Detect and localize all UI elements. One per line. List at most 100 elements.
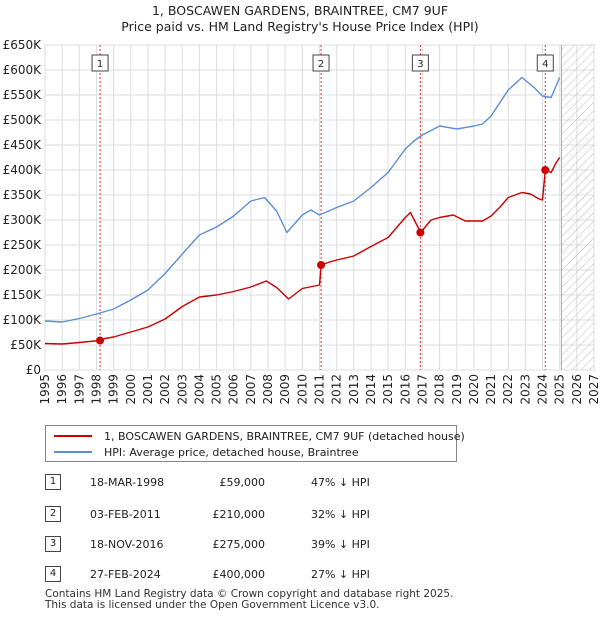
x-tick-label: 2026 — [570, 374, 584, 405]
x-tick-label: 2018 — [433, 374, 447, 405]
y-tick-label: £50K — [10, 338, 42, 352]
sale-hpi-diff: 27% ↓ HPI — [311, 568, 370, 581]
sale-date: 18-NOV-2016 — [90, 538, 164, 551]
sale-annotation: 1 — [91, 54, 109, 72]
x-tick-label: 2022 — [501, 374, 515, 405]
y-tick-label: £500K — [3, 113, 43, 127]
sale-annotation-label: 1 — [97, 59, 103, 70]
sale-number-badge: 2 — [45, 506, 61, 522]
sale-annotation: 3 — [411, 54, 429, 72]
chart-title-block: 1, BOSCAWEN GARDENS, BRAINTREE, CM7 9UF … — [0, 3, 600, 35]
sale-number-badge: 3 — [45, 536, 61, 552]
x-tick-label: 2013 — [347, 374, 361, 405]
sale-annotation: 2 — [312, 54, 330, 72]
legend: 1, BOSCAWEN GARDENS, BRAINTREE, CM7 9UF … — [45, 425, 465, 462]
sale-price: £210,000 — [212, 508, 266, 521]
x-tick-label: 2006 — [227, 374, 241, 405]
sale-point-marker — [317, 261, 326, 269]
y-tick-label: £250K — [3, 238, 43, 252]
x-tick-label: 2025 — [553, 374, 567, 405]
sale-annotation: 4 — [536, 54, 554, 72]
forecast-hatch-region — [561, 45, 594, 370]
sale-date: 03-FEB-2011 — [90, 508, 161, 521]
sale-point-marker — [541, 166, 550, 174]
x-tick-label: 2000 — [124, 374, 138, 405]
sale-annotation-label: 2 — [318, 59, 324, 70]
x-tick-label: 2010 — [295, 374, 309, 405]
x-tick-label: 2001 — [141, 374, 155, 405]
x-tick-label: 1998 — [89, 374, 103, 405]
x-tick-label: 2020 — [467, 374, 481, 405]
x-tick-label: 2011 — [313, 374, 327, 405]
chart-subtitle: Price paid vs. HM Land Registry's House … — [121, 19, 479, 34]
y-tick-label: £350K — [3, 188, 43, 202]
x-tick-label: 2015 — [381, 374, 395, 405]
price-chart: 1 2 3 4 £0 £50K £100K £150K £200K £250K £300K £350… — [3, 38, 600, 405]
x-tick-label: 2012 — [330, 374, 344, 405]
sale-hpi-diff: 32% ↓ HPI — [311, 508, 370, 521]
x-tick-label: 1996 — [55, 374, 69, 405]
x-tick-label: 1995 — [38, 374, 52, 405]
sale-price: £400,000 — [212, 568, 266, 581]
legend-label-property: 1, BOSCAWEN GARDENS, BRAINTREE, CM7 9UF … — [104, 429, 465, 443]
legend-label-hpi: HPI: Average price, detached house, Brai… — [104, 445, 359, 459]
legend-swatch-property — [54, 435, 92, 437]
x-tick-label: 2019 — [450, 374, 464, 405]
y-tick-label: £650K — [3, 38, 43, 52]
footer-copyright: Contains HM Land Registry data © Crown c… — [45, 588, 454, 600]
x-tick-label: 2016 — [398, 374, 412, 405]
y-tick-label: £0 — [26, 363, 41, 377]
legend-item-property: 1, BOSCAWEN GARDENS, BRAINTREE, CM7 9UF … — [54, 428, 465, 444]
x-tick-label: 2007 — [244, 374, 258, 405]
sale-annotation-label: 4 — [542, 59, 548, 70]
sale-price: £59,000 — [219, 476, 266, 489]
footer: Contains HM Land Registry data © Crown c… — [45, 589, 453, 611]
x-tick-label: 2021 — [484, 374, 498, 405]
sale-number-badge: 4 — [45, 566, 61, 582]
sale-annotation-box — [91, 54, 109, 72]
x-tick-label: 2009 — [278, 374, 292, 405]
x-tick-label: 1997 — [72, 374, 86, 405]
x-tick-label: 2024 — [536, 374, 550, 405]
legend-item-hpi: HPI: Average price, detached house, Brai… — [54, 444, 359, 460]
sale-date: 27-FEB-2024 — [90, 568, 161, 581]
y-tick-label: £200K — [3, 263, 43, 277]
x-tick-label: 2014 — [364, 374, 378, 405]
x-tick-label: 2005 — [210, 374, 224, 405]
sale-row: 4 27-FEB-2024 £400,000 27% ↓ HPI — [45, 566, 445, 584]
y-tick-label: £600K — [3, 63, 43, 77]
x-tick-label: 1999 — [107, 374, 121, 405]
sale-annotation-box — [536, 54, 554, 72]
sale-number-badge: 1 — [45, 474, 61, 490]
legend-swatch-hpi — [54, 451, 92, 453]
y-tick-label: £450K — [3, 138, 43, 152]
y-tick-label: £300K — [3, 213, 43, 227]
x-tick-label: 2003 — [175, 374, 189, 405]
sale-annotation-label: 3 — [417, 59, 423, 70]
y-tick-label: £150K — [3, 288, 43, 302]
x-tick-label: 2023 — [518, 374, 532, 405]
hpi-line — [44, 76, 561, 323]
sale-row: 3 18-NOV-2016 £275,000 39% ↓ HPI — [45, 536, 445, 554]
footer-licence: This data is licensed under the Open Gov… — [45, 599, 380, 611]
sale-point-marker — [416, 228, 425, 237]
sale-point-marker — [96, 336, 105, 345]
sale-hpi-diff: 47% ↓ HPI — [311, 476, 370, 489]
sale-annotation-box — [411, 54, 429, 72]
x-tick-label: 2004 — [192, 374, 206, 405]
property-price-line — [44, 157, 561, 345]
chart-title: 1, BOSCAWEN GARDENS, BRAINTREE, CM7 9UF — [151, 3, 449, 18]
x-tick-label: 2027 — [587, 374, 600, 405]
sale-row: 1 18-MAR-1998 £59,000 47% ↓ HPI — [45, 474, 445, 492]
x-tick-label: 2017 — [415, 374, 429, 405]
x-tick-label: 2008 — [261, 374, 275, 405]
y-tick-label: £400K — [3, 163, 43, 177]
sale-date: 18-MAR-1998 — [90, 476, 165, 489]
sale-hpi-diff: 39% ↓ HPI — [311, 538, 370, 551]
y-tick-label: £550K — [3, 88, 43, 102]
sale-price: £275,000 — [212, 538, 266, 551]
sale-row: 2 03-FEB-2011 £210,000 32% ↓ HPI — [45, 506, 445, 524]
sale-annotation-box — [312, 54, 330, 72]
y-tick-label: £100K — [3, 313, 43, 327]
x-tick-label: 2002 — [158, 374, 172, 405]
